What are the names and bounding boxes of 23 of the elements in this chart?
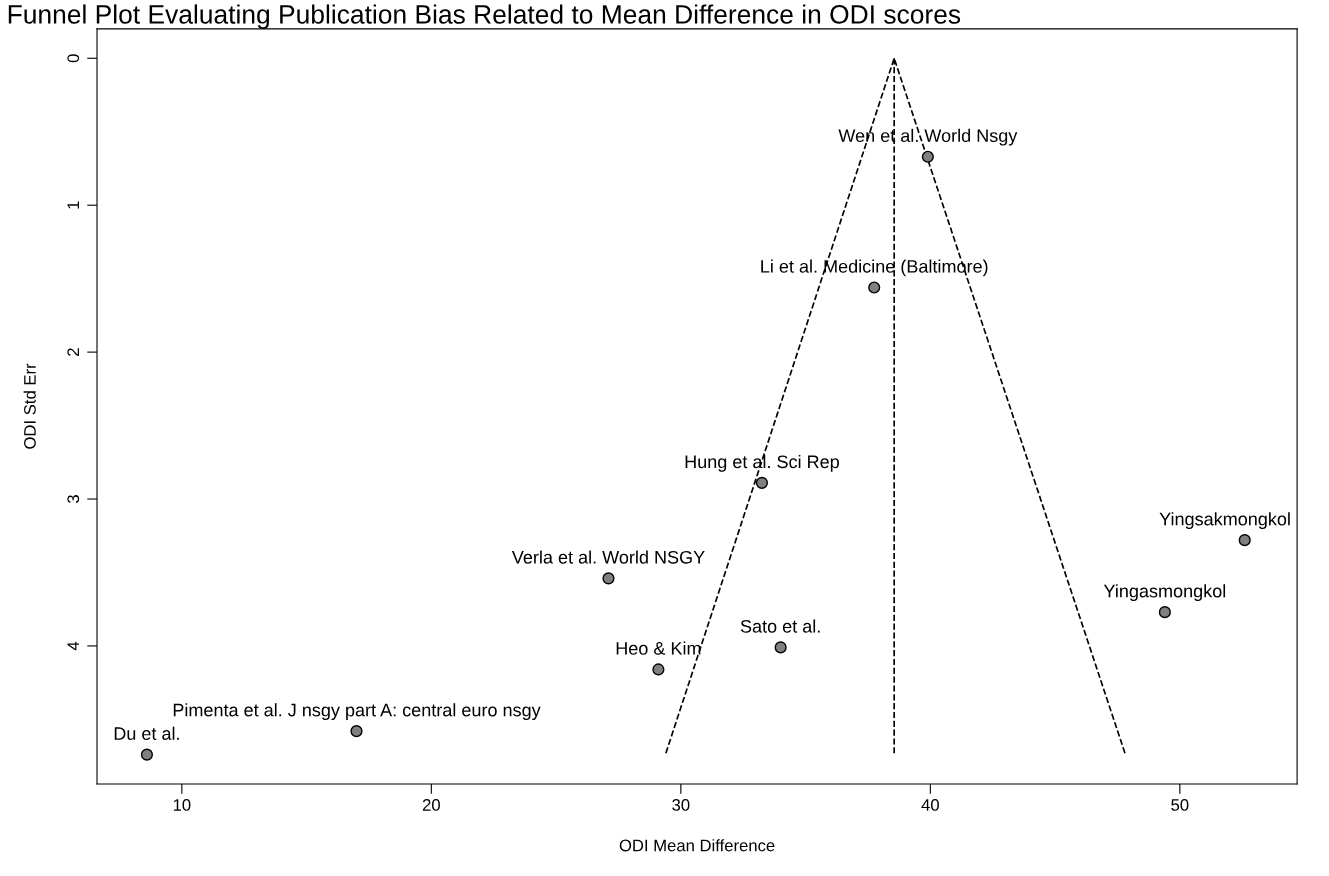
y-axis-title: ODI Std Err <box>23 363 36 449</box>
y-tick-label: 3 <box>67 495 80 504</box>
x-tick-label: 20 <box>422 799 440 811</box>
chart-title: Funnel Plot Evaluating Publication Bias Related to Mean Difference in ODI scores <box>8 4 961 29</box>
y-tick-label: 0 <box>67 54 80 63</box>
annotation: Yingasmongkol <box>1103 584 1226 602</box>
y-tick-label: 4 <box>67 641 79 651</box>
x-tick-label: 50 <box>1171 799 1189 811</box>
y-tick-label: 1 <box>67 201 79 209</box>
annotation: Verla et al. World NSGY <box>511 550 705 564</box>
y-tick-label: 2 <box>67 348 79 356</box>
annotation: Sato et al. <box>740 619 820 633</box>
x-tick-label: 10 <box>173 799 191 811</box>
annotation: Wen et al. World Nsgy <box>838 128 1018 146</box>
annotation: Yingsakmongkol <box>1159 512 1290 530</box>
annotation: Du et al. <box>114 726 179 740</box>
x-tick-label: 40 <box>921 799 939 811</box>
annotation: Heo & Kim <box>616 641 701 655</box>
annotation: Hung et al. Sci Rep <box>685 454 839 472</box>
annotation: Li et al. Medicine (Baltimore) <box>761 259 988 277</box>
annotation: Pimenta et al. J nsgy part A: central euro nsgy <box>173 703 541 721</box>
x-axis-title: ODI Mean Difference <box>619 839 775 852</box>
x-tick-label: 30 <box>672 799 690 811</box>
